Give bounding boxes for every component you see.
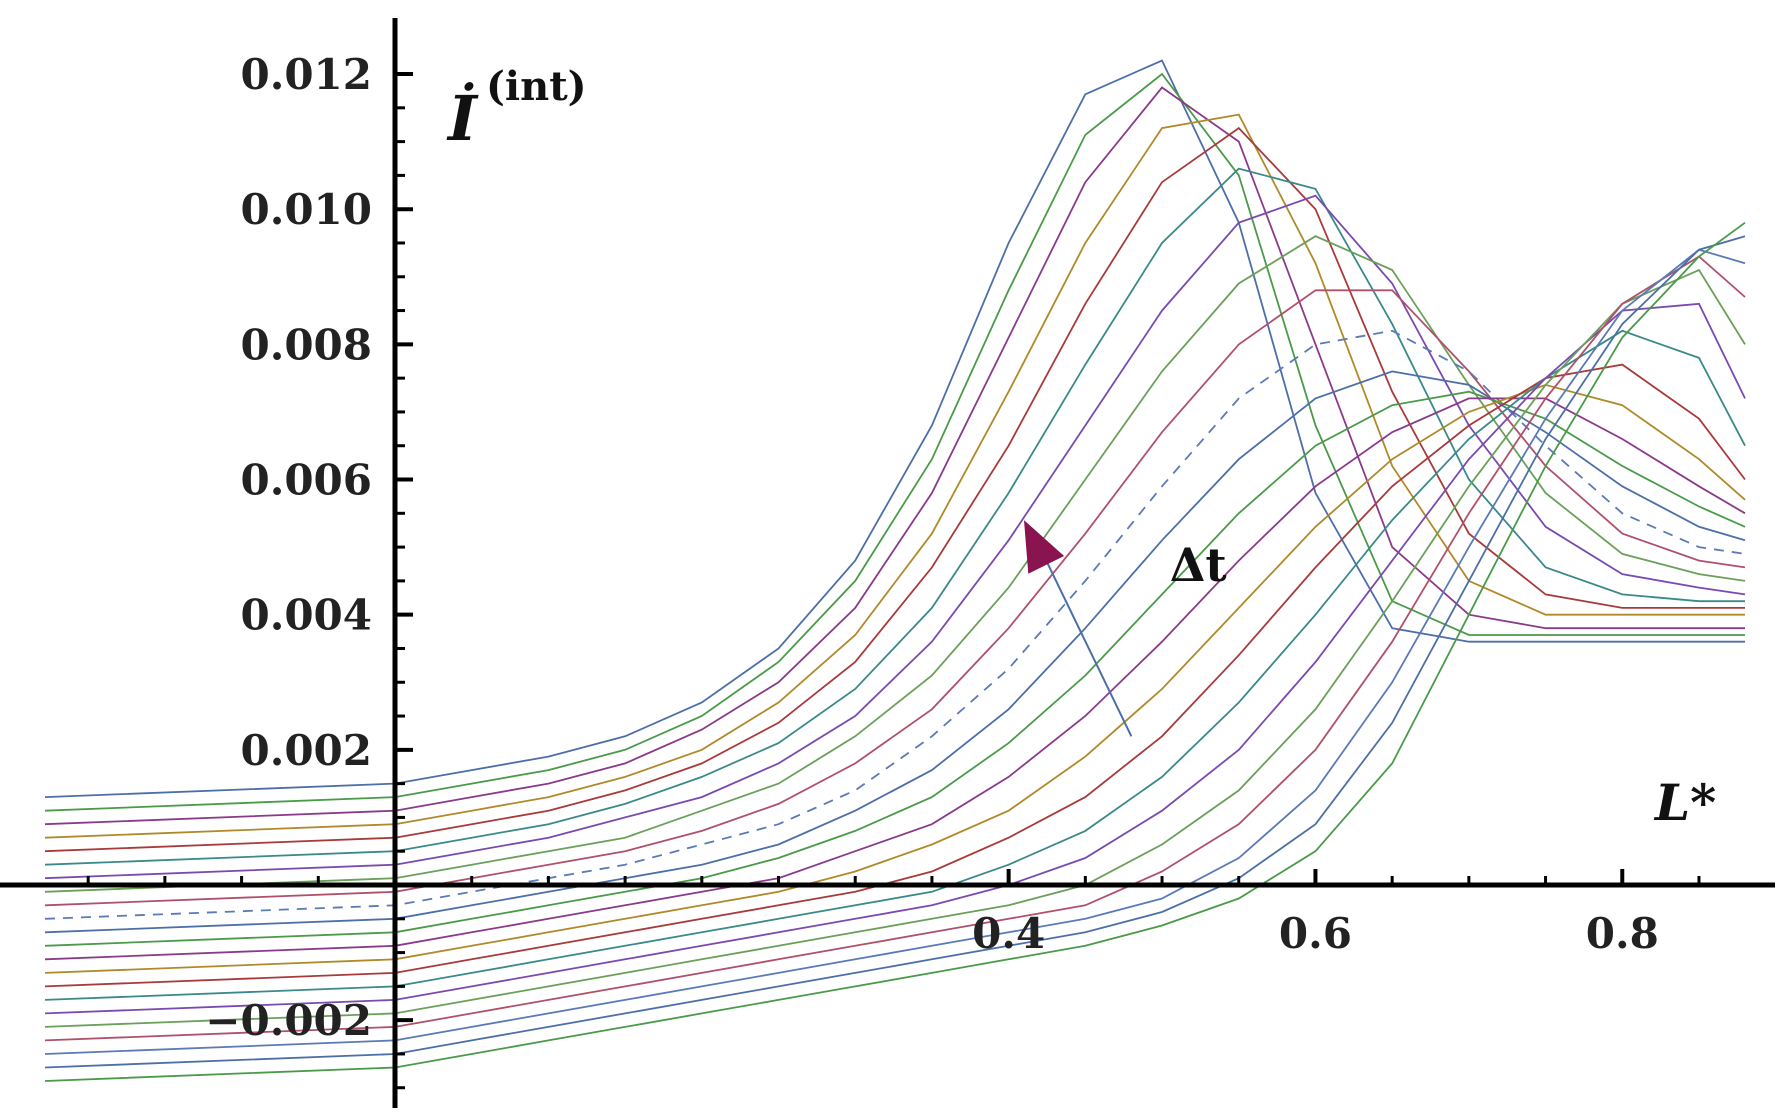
delta-t-annotation: Δt: [1024, 520, 1228, 737]
series-line-8: [44, 235, 1746, 893]
y-tick-label: 0.006: [240, 456, 372, 505]
series-line-18: [44, 268, 1746, 1028]
y-tick-label: 0.002: [240, 726, 372, 775]
delta-t-arrow-shaft: [1045, 559, 1133, 737]
series-line-21: [44, 235, 1746, 1069]
x-tick-label: 0.6: [1279, 909, 1352, 958]
axes-layer: [0, 18, 1775, 1108]
series-line-22: [44, 221, 1746, 1082]
series-line-5: [44, 126, 1745, 853]
series-line-13: [44, 397, 1746, 961]
series-line-15: [44, 363, 1746, 988]
delta-t-arrow-head: [1024, 520, 1065, 574]
series-line-4: [44, 113, 1745, 839]
series-line-3: [44, 86, 1745, 826]
x-tick-label: 0.8: [1586, 909, 1659, 958]
series-line-17: [44, 302, 1746, 1015]
y-tick-label: 0.012: [240, 50, 372, 99]
y-tick-label: 0.004: [240, 591, 372, 640]
series-line-7: [44, 194, 1746, 880]
series-line-9: [44, 289, 1746, 907]
series-line-1: [44, 59, 1745, 798]
series-line-14: [44, 383, 1746, 974]
series-layer: [44, 59, 1746, 1082]
delta-t-label: Δt: [1170, 538, 1228, 592]
y-axis-title-superscript: (int): [486, 63, 587, 110]
series-line-2: [44, 72, 1745, 812]
y-tick-label: −0.002: [205, 996, 372, 1045]
y-axis-title: İ: [446, 82, 479, 155]
y-tick-label: 0.010: [240, 185, 372, 234]
series-line-16: [44, 329, 1746, 1001]
series-line-11: [44, 370, 1746, 934]
series-line-19: [44, 255, 1746, 1042]
series-line-20: [44, 248, 1746, 1055]
series-line-12: [44, 390, 1746, 947]
x-axis-title: L*: [1653, 773, 1716, 832]
y-tick-label: 0.008: [240, 320, 372, 369]
series-line-10: [44, 329, 1746, 920]
labels-layer: 0.4 0.6 0.8 −0.002 0.002 0.004 0.006 0.008 0.010…: [205, 50, 1659, 1045]
x-tick-label: 0.4: [972, 909, 1045, 958]
series-line-6: [44, 167, 1745, 866]
